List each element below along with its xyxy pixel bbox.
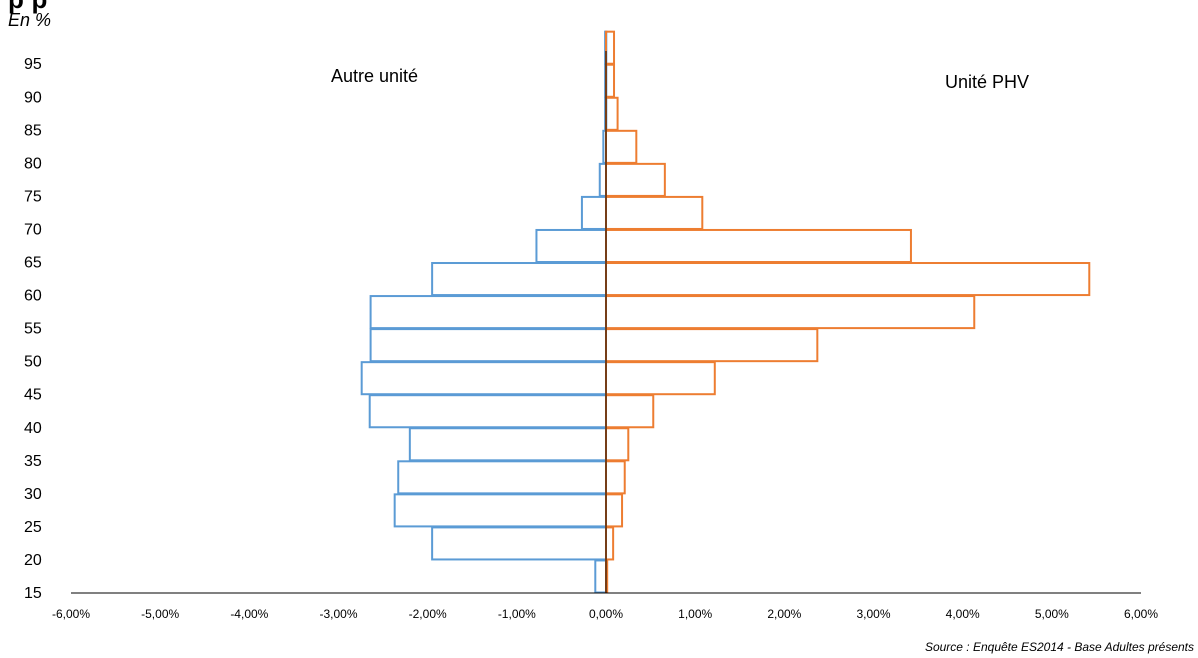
bar-unite-phv-25 (605, 493, 624, 528)
series-label-autre-unite: Autre unité (331, 66, 418, 86)
y-tick-label: 65 (24, 255, 42, 272)
x-tick-label: 3,00% (856, 607, 890, 621)
bar-unite-phv-80 (605, 129, 638, 164)
bar-autre-unite-45 (360, 361, 607, 396)
bar-autre-unite-20 (431, 526, 607, 561)
bar-unite-phv-20 (605, 526, 615, 561)
chart-title-fragment: p p (8, 0, 48, 15)
y-tick-label: 75 (24, 188, 42, 205)
x-tick-label: -6,00% (52, 607, 90, 621)
y-tick-label: 40 (24, 420, 42, 437)
bar-autre-unite-15 (594, 559, 607, 594)
y-tick-label: 95 (24, 56, 42, 73)
bar-autre-unite-70 (580, 195, 607, 230)
y-tick-label: 25 (24, 519, 42, 536)
bar-unite-phv-35 (605, 427, 630, 462)
x-tick-label: 6,00% (1124, 607, 1158, 621)
bar-autre-unite-65 (535, 228, 608, 264)
x-tick-label: 4,00% (946, 607, 980, 621)
x-tick-label: -4,00% (230, 607, 268, 621)
bar-unite-phv-70 (605, 195, 704, 230)
y-tick-label: 70 (24, 221, 42, 238)
y-tick-label: 85 (24, 122, 42, 139)
source-note: Source : Enquête ES2014 - Base Adultes p… (924, 640, 1194, 654)
bar-unite-phv-65 (605, 228, 912, 264)
plot-area: 15 20 25 30 35 40 45 50 55 60 65 70 75 80 85 90 95 -6,00%… (24, 30, 1158, 621)
bar-autre-unite-55 (369, 295, 607, 330)
x-tick-label: -2,00% (409, 607, 447, 621)
y-tick-label: 35 (24, 453, 42, 470)
bar-unite-phv-50 (605, 328, 819, 363)
bar-autre-unite-40 (368, 394, 608, 429)
x-tick-label: -3,00% (319, 607, 357, 621)
unit-label: En % (8, 10, 52, 30)
y-tick-label: 15 (24, 585, 42, 602)
y-tick-label: 55 (24, 321, 42, 338)
x-tick-label: 0,00% (589, 607, 623, 621)
y-tick-label: 20 (24, 552, 42, 569)
y-tick-label: 80 (24, 155, 42, 172)
bar-unite-phv-40 (605, 394, 655, 429)
y-tick-label: 30 (24, 486, 42, 503)
bar-autre-unite-50 (369, 328, 607, 363)
bar-autre-unite-35 (408, 427, 608, 462)
y-tick-label: 50 (24, 354, 42, 371)
bar-unite-phv-95 (605, 30, 616, 65)
bar-unite-phv-60 (605, 262, 1091, 297)
bar-autre-unite-30 (397, 460, 607, 495)
bar-unite-phv-75 (605, 162, 666, 197)
x-tick-label: 5,00% (1035, 607, 1069, 621)
y-tick-label: 45 (24, 387, 42, 404)
bar-unite-phv-55 (605, 295, 976, 330)
y-tick-label: 90 (24, 89, 42, 106)
bar-autre-unite-60 (431, 262, 607, 297)
bar-autre-unite-25 (393, 493, 607, 528)
series-label-unite-phv: Unité PHV (945, 72, 1029, 92)
x-tick-label: 1,00% (678, 607, 712, 621)
x-tick-label: 2,00% (767, 607, 801, 621)
bar-unite-phv-45 (605, 361, 716, 396)
x-tick-label: -5,00% (141, 607, 179, 621)
y-tick-label: 60 (24, 288, 42, 305)
bar-unite-phv-85 (605, 96, 619, 131)
x-tick-label: -1,00% (498, 607, 536, 621)
bar-unite-phv-30 (605, 460, 626, 495)
